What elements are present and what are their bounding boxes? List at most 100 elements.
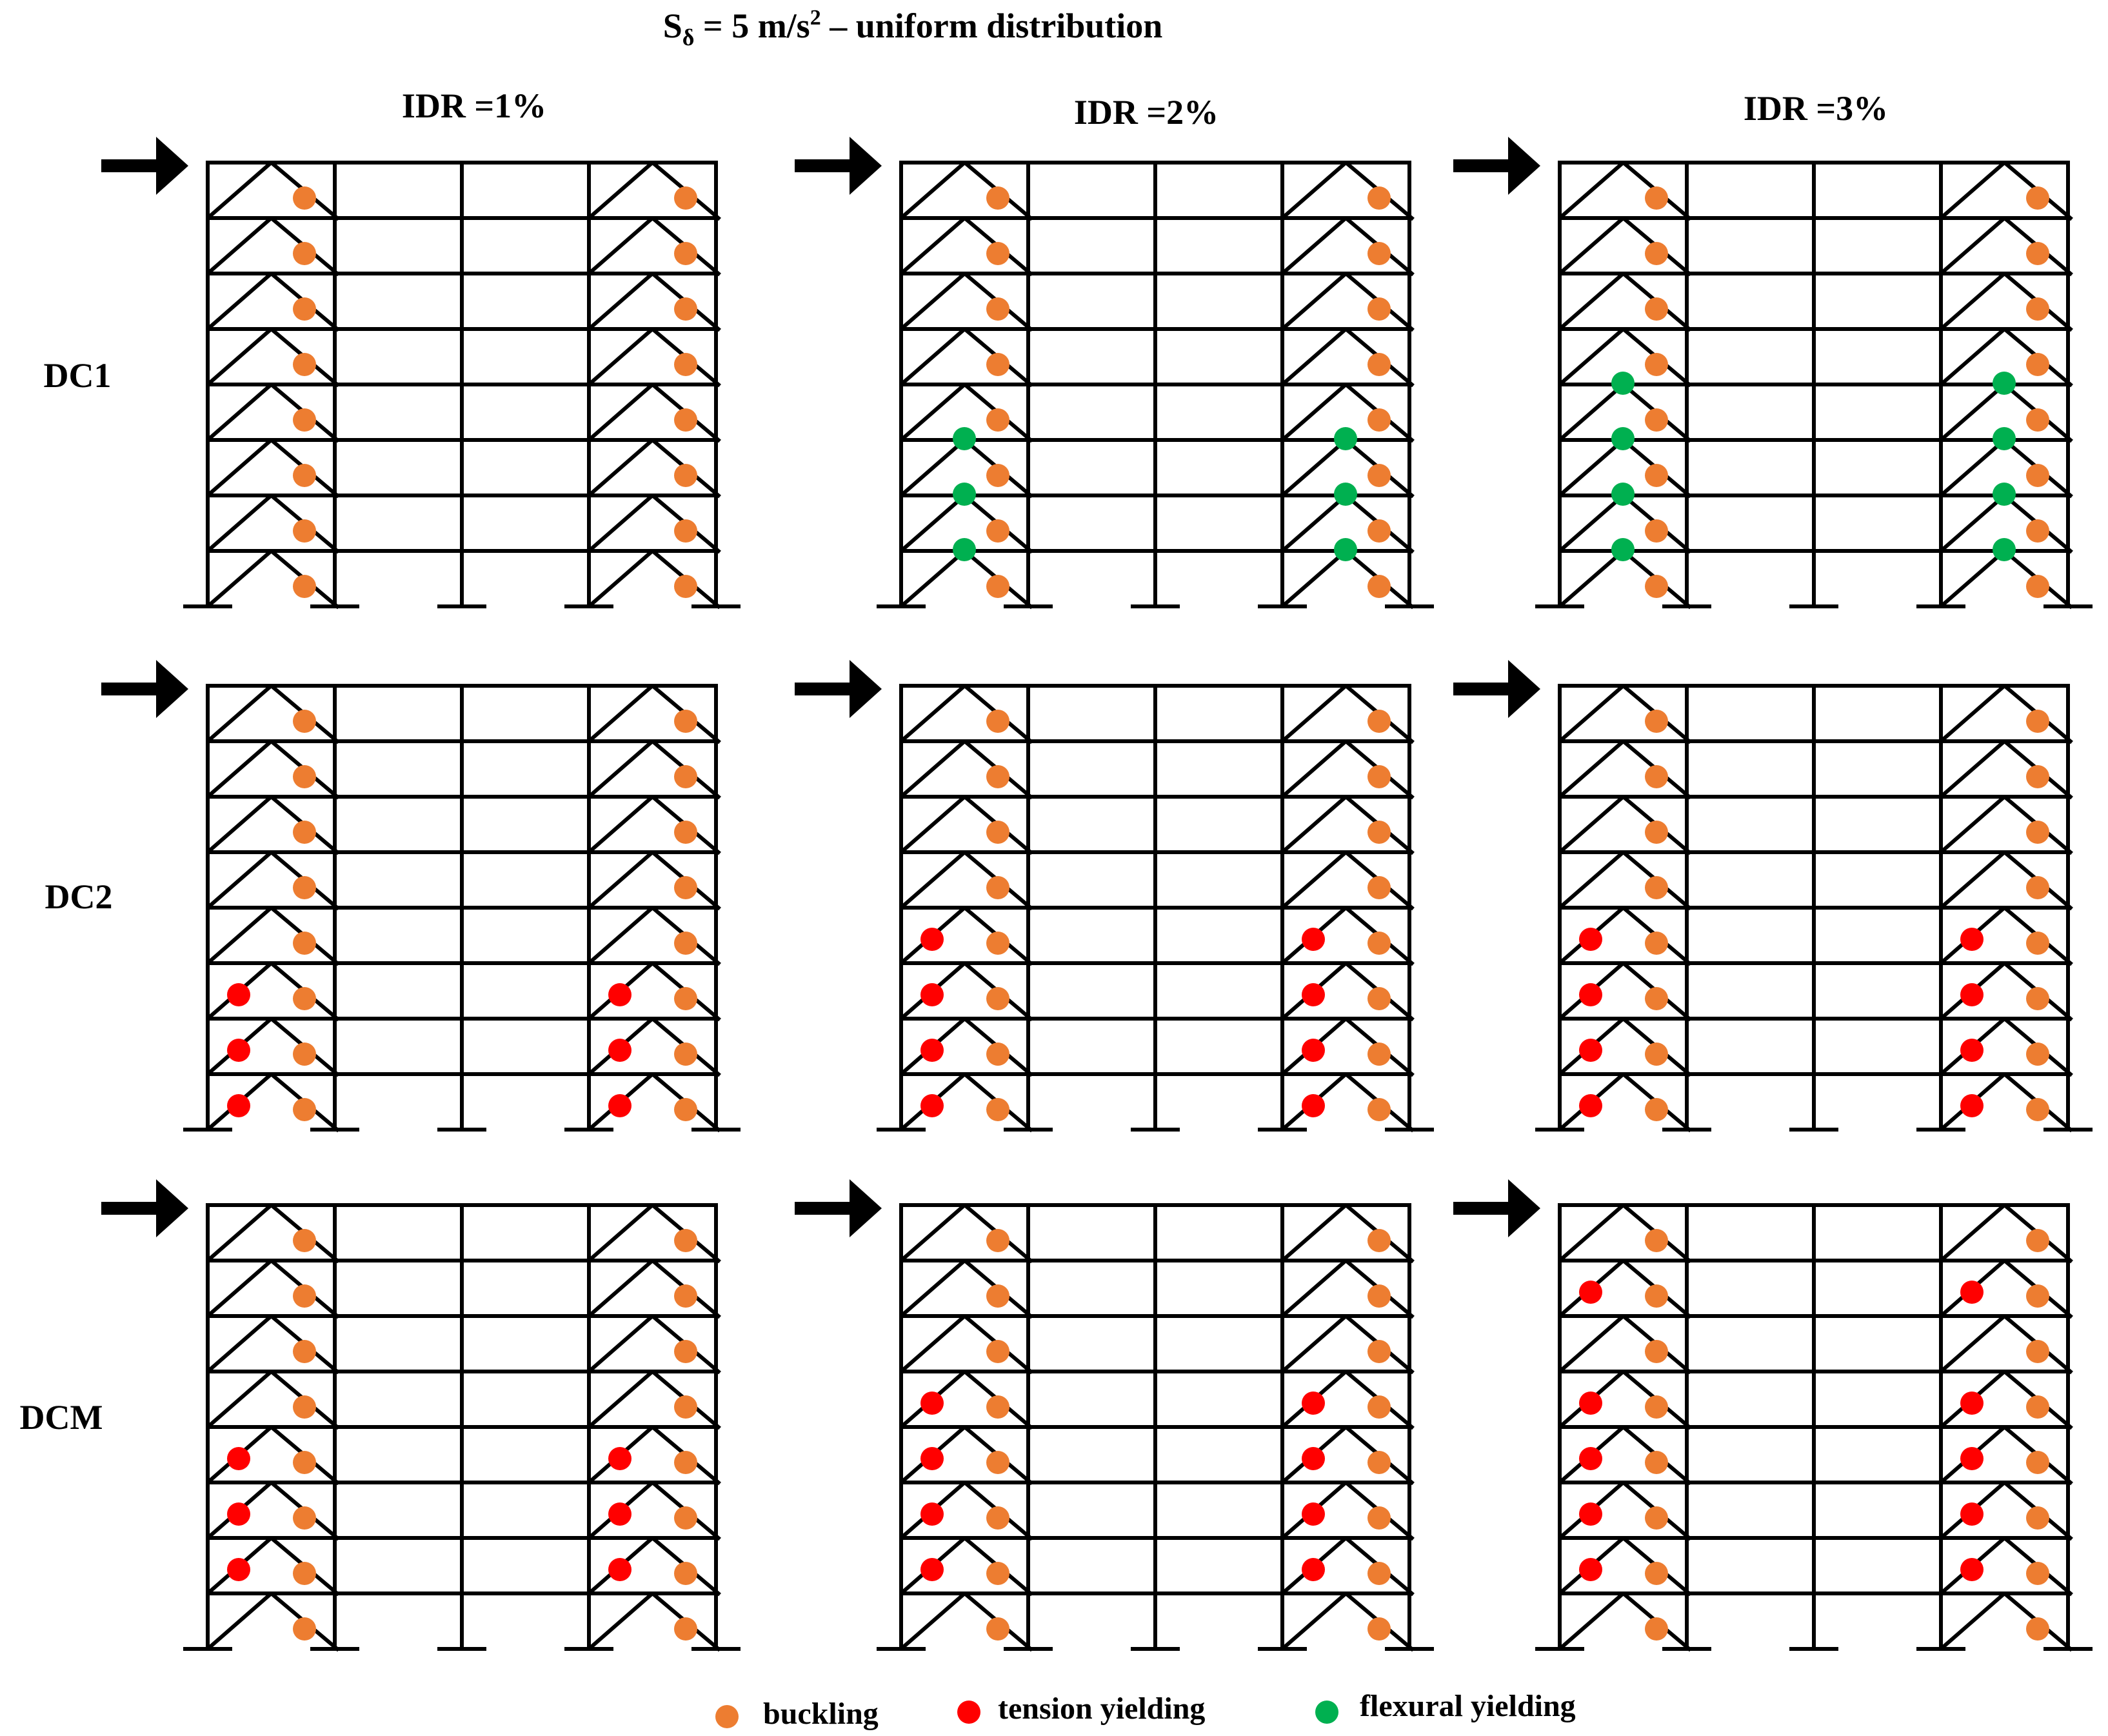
buckling-marker xyxy=(293,1229,316,1252)
buckling-marker xyxy=(2026,1395,2049,1419)
buckling-marker xyxy=(674,464,697,487)
tension-yielding-marker xyxy=(920,1039,944,1062)
brace xyxy=(900,1259,966,1318)
arrow-head xyxy=(156,137,188,195)
brace xyxy=(1558,161,1625,220)
buckling-marker xyxy=(293,353,316,376)
buckling-marker xyxy=(986,1562,1009,1585)
brace xyxy=(588,1370,654,1429)
brace xyxy=(1940,739,2006,799)
arrow-head xyxy=(850,1179,882,1237)
legend: buckling tension yielding flexural yield… xyxy=(715,1689,1576,1731)
buckling-marker xyxy=(293,1340,316,1363)
column-header-idr-3: IDR =3% xyxy=(1744,89,1888,128)
buckling-marker xyxy=(293,1562,316,1585)
buckling-marker xyxy=(2026,1340,2049,1363)
brace xyxy=(1281,549,1347,608)
brace xyxy=(206,438,273,497)
buckling-marker xyxy=(1367,297,1391,321)
buckling-marker xyxy=(674,575,697,598)
buckling-marker xyxy=(2026,821,2049,844)
tension-yielding-marker xyxy=(1960,1558,1984,1581)
brace xyxy=(1281,1314,1347,1373)
buckling-marker xyxy=(2026,1284,2049,1308)
buckling-marker xyxy=(2026,1229,2049,1252)
arrow-head xyxy=(1508,137,1540,195)
buckling-marker xyxy=(293,1098,316,1121)
brace xyxy=(1558,438,1625,497)
buckling-marker xyxy=(2026,1043,2049,1066)
brace xyxy=(1558,1314,1625,1373)
brace xyxy=(588,327,654,386)
buckling-marker xyxy=(293,408,316,432)
brace xyxy=(900,684,966,743)
frame-panel xyxy=(101,137,741,610)
tension-yielding-marker xyxy=(227,1558,250,1581)
buckling-marker xyxy=(986,1506,1009,1530)
buckling-marker xyxy=(1645,1284,1668,1308)
buckling-marker xyxy=(1645,765,1668,788)
frame-panel xyxy=(795,660,1434,1133)
buckling-marker xyxy=(674,1395,697,1419)
brace xyxy=(588,850,654,910)
brace xyxy=(900,438,966,497)
buckling-marker xyxy=(2026,408,2049,432)
tension-yielding-marker xyxy=(608,1039,631,1062)
buckling-marker xyxy=(2026,242,2049,265)
buckling-marker xyxy=(293,876,316,899)
buckling-marker xyxy=(986,519,1009,543)
load-arrow-icon xyxy=(1453,137,1540,195)
buckling-marker xyxy=(674,1451,697,1474)
brace xyxy=(588,1259,654,1318)
buckling-marker xyxy=(293,1284,316,1308)
brace xyxy=(1281,1203,1347,1262)
tension-yielding-marker xyxy=(608,1094,631,1117)
buckling-marker xyxy=(674,1098,697,1121)
brace xyxy=(206,161,273,220)
brace xyxy=(1558,383,1625,442)
brace xyxy=(1281,739,1347,799)
buckling-marker xyxy=(1367,1451,1391,1474)
brace xyxy=(900,1591,966,1651)
buckling-marker xyxy=(1367,1562,1391,1585)
tension-yielding-marker xyxy=(227,983,250,1006)
tension-yielding-marker xyxy=(1960,1447,1984,1470)
buckling-marker xyxy=(293,575,316,598)
buckling-marker xyxy=(1645,1506,1668,1530)
buckling-marker xyxy=(986,575,1009,598)
flexural-yielding-marker xyxy=(953,427,976,450)
brace xyxy=(900,795,966,854)
brace xyxy=(1940,1314,2006,1373)
brace xyxy=(1940,161,2006,220)
load-arrow-icon xyxy=(101,660,188,718)
buckling-marker xyxy=(1645,710,1668,733)
tension-yielding-marker xyxy=(1579,1094,1602,1117)
brace xyxy=(1940,549,2006,608)
buckling-marker xyxy=(1367,710,1391,733)
brace xyxy=(900,327,966,386)
buckling-marker xyxy=(2026,987,2049,1010)
flexural-yielding-marker xyxy=(1993,538,2016,561)
title-tail: – uniform distribution xyxy=(821,6,1163,45)
buckling-marker xyxy=(986,186,1009,210)
brace xyxy=(206,327,273,386)
brace xyxy=(900,1314,966,1373)
title-main: S xyxy=(663,6,682,45)
flexural-yielding-marker xyxy=(1611,427,1635,450)
buckling-marker xyxy=(986,464,1009,487)
frame-panel xyxy=(795,137,1434,610)
tension-yielding-marker xyxy=(920,1094,944,1117)
frame-panel xyxy=(101,1179,741,1652)
buckling-marker xyxy=(1645,575,1668,598)
tension-yielding-marker xyxy=(920,1447,944,1470)
buckling-marker xyxy=(674,1562,697,1585)
tension-yielding-marker xyxy=(1579,983,1602,1006)
brace xyxy=(206,494,273,553)
buckling-marker xyxy=(1645,1098,1668,1121)
tension-yielding-marker xyxy=(1302,983,1325,1006)
buckling-marker xyxy=(674,1617,697,1641)
brace xyxy=(206,1259,273,1318)
arrow-head xyxy=(1508,1179,1540,1237)
brace xyxy=(900,383,966,442)
tension-yielding-marker xyxy=(227,1039,250,1062)
